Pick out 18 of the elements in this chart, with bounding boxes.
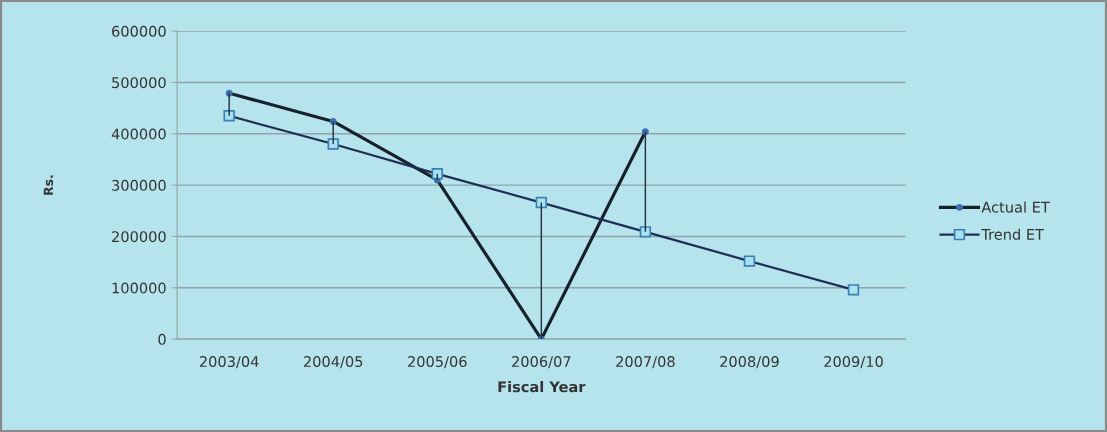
legend-label: Trend ET xyxy=(981,228,1045,240)
x-tick-label: 2003/04 xyxy=(199,356,259,369)
y-tick-label: 100000 xyxy=(112,282,166,294)
x-tick-label: 2006/07 xyxy=(512,356,571,369)
x-tick-label: 2009/10 xyxy=(824,356,883,369)
x-tick-label: 2005/06 xyxy=(408,356,467,369)
y-axis-title: Rs. xyxy=(43,175,54,195)
y-tick-label: 500000 xyxy=(112,77,166,89)
y-tick-label: 300000 xyxy=(112,179,166,191)
y-tick-label: 400000 xyxy=(111,128,166,140)
x-tick-label: 2008/09 xyxy=(720,356,779,369)
y-tick-label: 600000 xyxy=(112,25,166,37)
x-axis-title: Fiscal Year xyxy=(498,381,586,393)
x-tick-label: 2004/05 xyxy=(303,356,363,369)
y-tick-label: 0 xyxy=(158,333,166,345)
x-tick-label: 2007/08 xyxy=(616,356,675,369)
y-tick-label: 200000 xyxy=(112,231,166,243)
legend-label: Actual ET xyxy=(981,201,1050,213)
